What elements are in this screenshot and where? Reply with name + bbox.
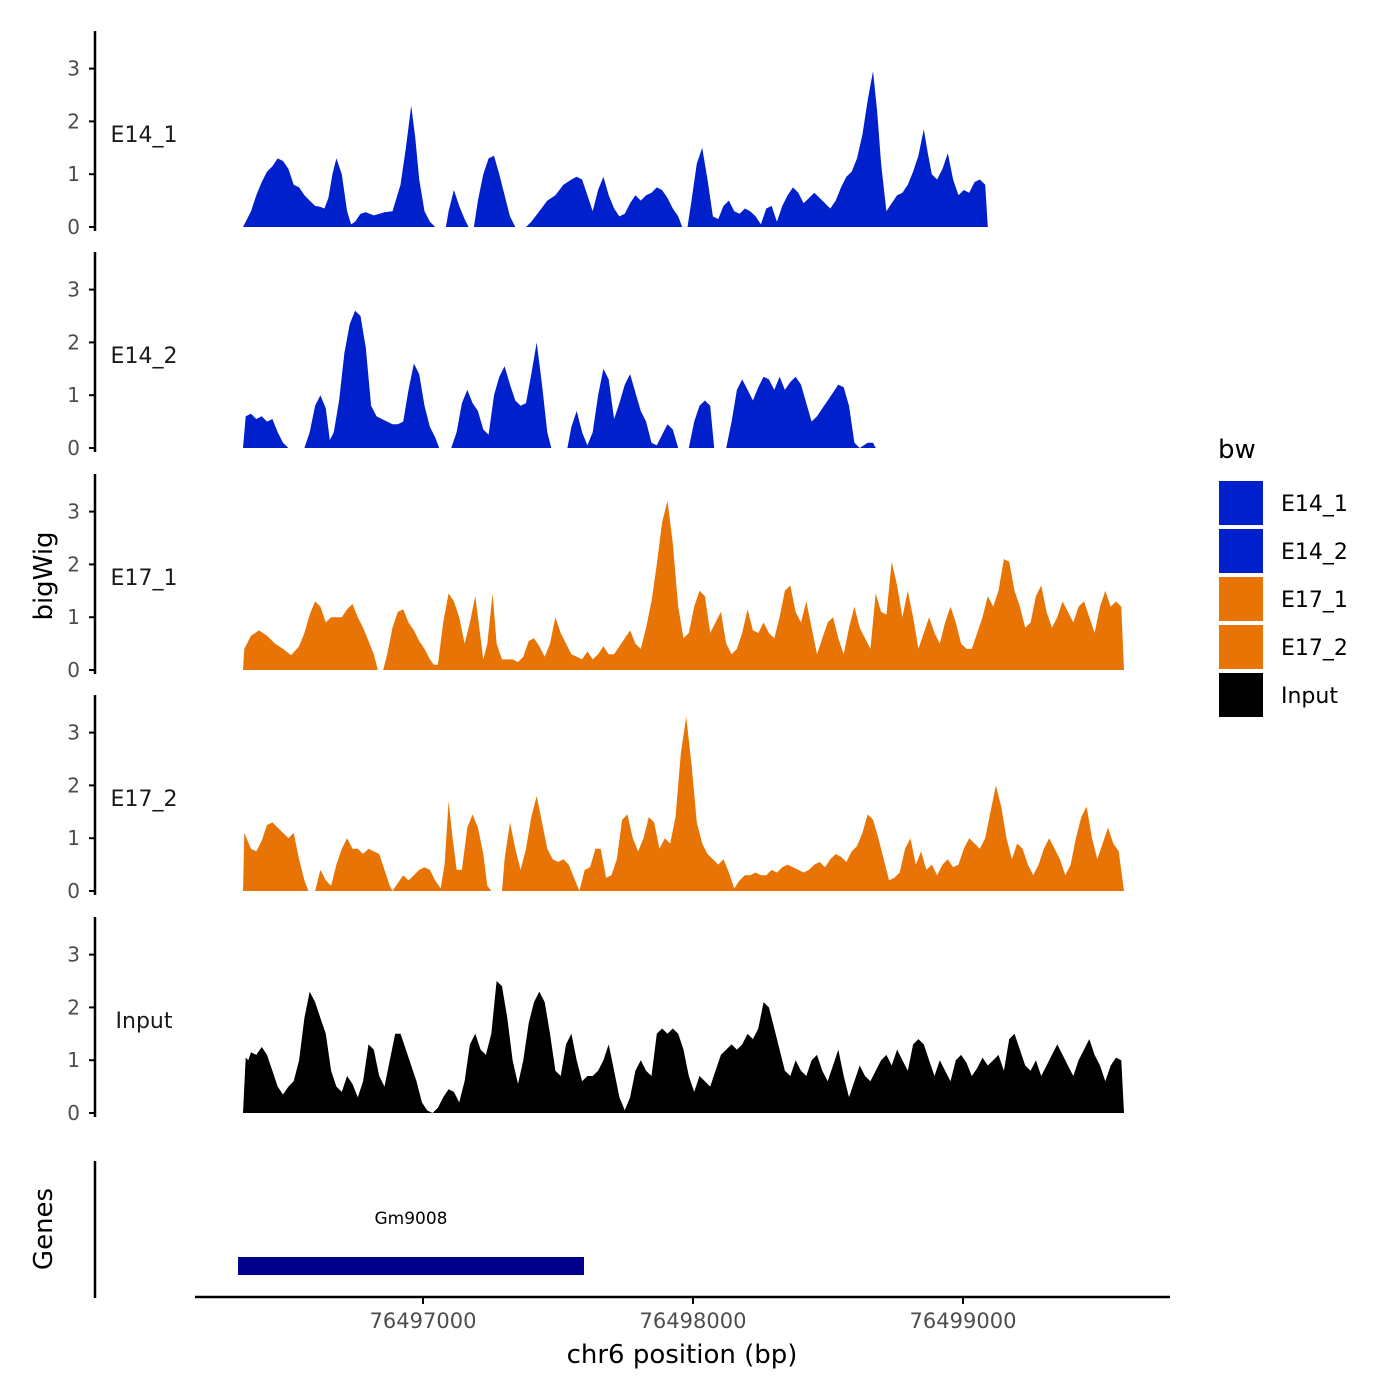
- track-E17_2: 0 1 2 3 E17_2: [67, 695, 1124, 903]
- genes-axis-title: Genes: [29, 1188, 59, 1270]
- y-tick-label: 2: [67, 109, 80, 133]
- y-tick-label: 1: [67, 826, 80, 850]
- legend: E14_1 E14_2 E17_1 E17_2 Input: [1219, 481, 1348, 717]
- y-tick-label: 2: [67, 995, 80, 1019]
- y-tick-label: 3: [67, 500, 80, 524]
- y-tick-label: 1: [67, 383, 80, 407]
- legend-swatch: [1219, 481, 1263, 525]
- x-tick-label: 76497000: [370, 1309, 477, 1333]
- legend-label: E14_1: [1281, 492, 1348, 517]
- y-tick-label: 0: [67, 879, 80, 903]
- track-signal-area: [243, 981, 1124, 1113]
- track-E14_1: 0 1 2 3 E14_1: [67, 31, 1124, 239]
- legend-swatch: [1219, 625, 1263, 669]
- track-Input: 0 1 2 3 Input: [67, 917, 1124, 1125]
- y-tick-label: 2: [67, 773, 80, 797]
- y-tick-label: 0: [67, 215, 80, 239]
- x-tick-label: 76499000: [910, 1309, 1017, 1333]
- y-tick-label: 3: [67, 721, 80, 745]
- y-tick-label: 2: [67, 330, 80, 354]
- legend-title: bw: [1218, 435, 1256, 465]
- y-tick-label: 0: [67, 1101, 80, 1125]
- y-tick-label: 0: [67, 436, 80, 460]
- x-tick-label: 76498000: [640, 1309, 747, 1333]
- y-tick-label: 0: [67, 658, 80, 682]
- legend-label: E17_2: [1281, 636, 1348, 661]
- track-signal-area: [243, 71, 1124, 227]
- y-tick-label: 2: [67, 552, 80, 576]
- legend-swatch: [1219, 529, 1263, 573]
- track-label: Input: [116, 1009, 173, 1034]
- track-E17_1: 0 1 2 3 E17_1: [67, 474, 1124, 682]
- track-signal-area: [243, 310, 879, 448]
- gene-model-gm9008[interactable]: [238, 1257, 584, 1275]
- track-label: E17_2: [111, 787, 178, 812]
- track-label: E14_2: [111, 344, 178, 369]
- legend-label: Input: [1281, 684, 1338, 709]
- track-signal-area: [243, 716, 1124, 891]
- y-tick-label: 3: [67, 943, 80, 967]
- x-axis-title: chr6 position (bp): [567, 1340, 798, 1370]
- track-signal-area: [243, 501, 1124, 670]
- x-axis-ticks: 76497000 76498000 76499000: [370, 1297, 1017, 1333]
- y-tick-label: 3: [67, 57, 80, 81]
- y-tick-label: 1: [67, 162, 80, 186]
- y-axis-title: bigWig: [29, 531, 59, 620]
- signal-tracks: 0 1 2 3 E14_1 0 1 2 3 E14_2 0 1 2 3 E17_1 0 1 2 3 E17_2 0 1 2 3…: [67, 31, 1124, 1125]
- gene-label: Gm9008: [375, 1209, 448, 1229]
- legend-swatch: [1219, 673, 1263, 717]
- y-tick-label: 1: [67, 605, 80, 629]
- y-tick-label: 3: [67, 278, 80, 302]
- legend-swatch: [1219, 577, 1263, 621]
- track-label: E14_1: [111, 123, 178, 148]
- track-label: E17_1: [111, 566, 178, 591]
- y-tick-label: 1: [67, 1048, 80, 1072]
- legend-label: E14_2: [1281, 540, 1348, 565]
- legend-label: E17_1: [1281, 588, 1348, 613]
- track-E14_2: 0 1 2 3 E14_2: [67, 252, 879, 460]
